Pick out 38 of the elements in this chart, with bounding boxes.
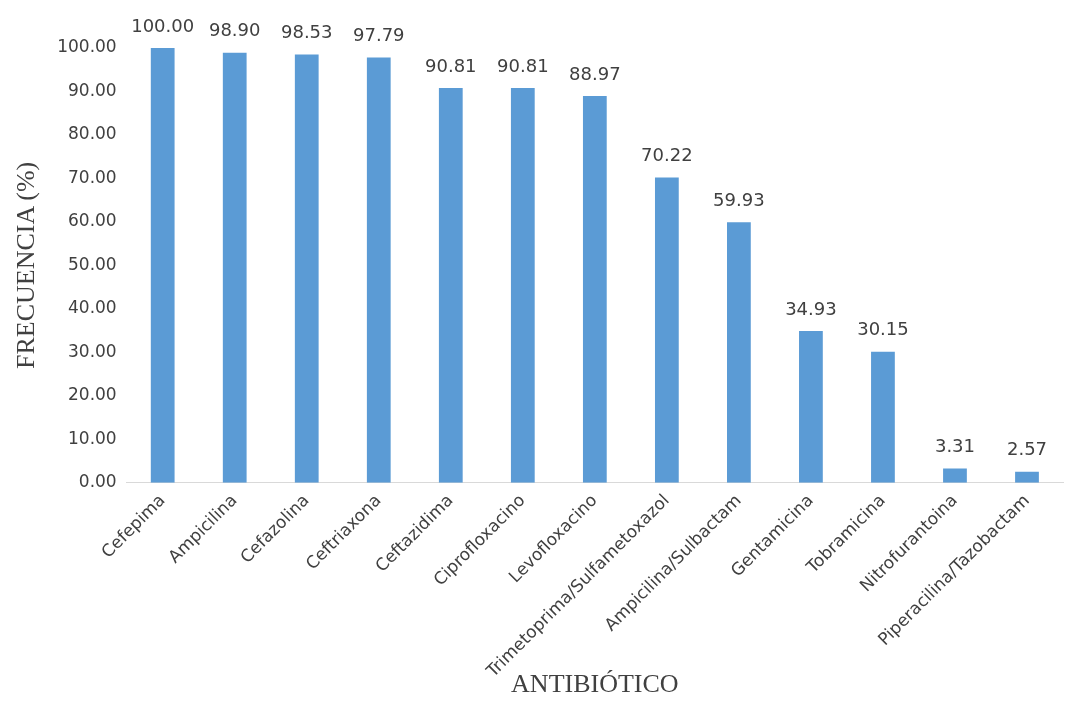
data-label: 98.53 <box>280 21 333 43</box>
bar <box>799 330 823 483</box>
y-tick-label: 100.00 <box>57 36 117 57</box>
bar <box>222 52 247 483</box>
y-tick-label: 60.00 <box>68 210 117 231</box>
data-label: 3.31 <box>934 435 975 457</box>
data-label: 70.22 <box>641 144 693 166</box>
bar <box>871 351 895 483</box>
data-label: 88.97 <box>569 62 621 84</box>
y-tick-label: 70.00 <box>68 166 117 187</box>
data-label: 97.79 <box>353 24 405 46</box>
bar <box>1015 471 1039 483</box>
data-label: 90.81 <box>497 54 549 76</box>
bar <box>582 95 607 483</box>
data-label: 100.00 <box>131 14 195 36</box>
y-tick-label: 40.00 <box>68 297 117 318</box>
data-label: 34.93 <box>785 297 837 319</box>
bar <box>150 48 175 483</box>
data-label: 90.81 <box>425 54 477 76</box>
data-label: 30.15 <box>857 318 909 340</box>
y-tick-label: 10.00 <box>68 427 117 448</box>
bar <box>438 87 463 483</box>
bar <box>943 468 967 483</box>
data-label: 98.90 <box>208 19 261 41</box>
bar <box>510 87 535 483</box>
bar <box>294 54 319 483</box>
bar <box>366 57 391 483</box>
data-label: 59.93 <box>713 188 765 210</box>
y-axis-title: FRECUENCIA (%) <box>11 161 41 370</box>
y-tick-label: 80.00 <box>68 123 117 144</box>
bar <box>727 222 751 483</box>
y-tick-label: 0.00 <box>78 471 117 492</box>
y-tick-label: 90.00 <box>68 79 117 100</box>
bar <box>654 177 679 483</box>
data-label: 2.57 <box>1006 438 1048 460</box>
y-tick-label: 50.00 <box>68 253 117 274</box>
y-tick-label: 20.00 <box>68 384 117 405</box>
y-tick-label: 30.00 <box>68 340 117 361</box>
